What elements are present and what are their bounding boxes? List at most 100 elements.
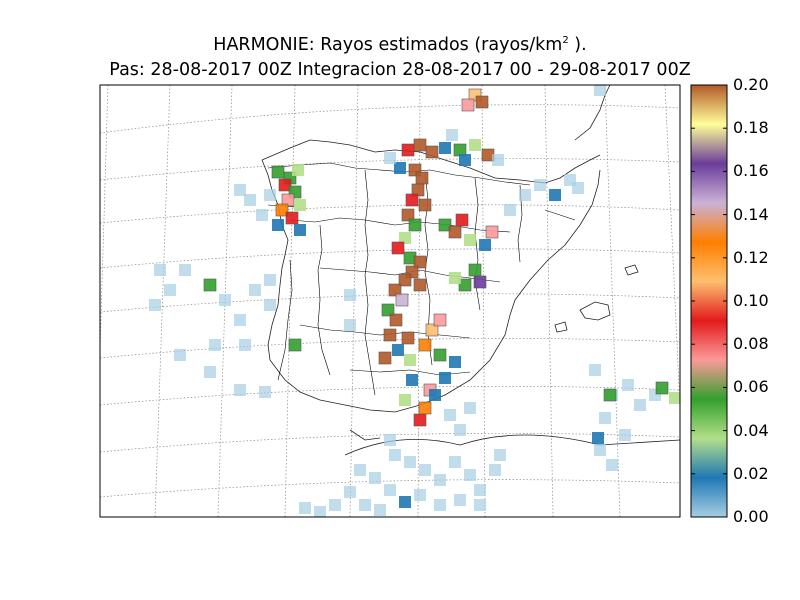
lightning-cell [464,469,476,481]
lightning-cell [418,338,432,352]
lightning-cell [461,98,475,112]
lightning-cell [404,456,416,468]
colorbar-tick-marks [691,84,727,518]
map-area [100,85,680,517]
lightning-cell [589,364,601,376]
map-title-line-1: HARMONIE: Rayos estimados (rayos/km2 ). [0,35,800,55]
lightning-cell [492,154,504,166]
lightning-cell [404,354,416,366]
colorbar-tick-label: 0.20 [733,75,769,94]
lightning-cell [433,313,447,327]
map-title-line-2: Pas: 28-08-2017 00Z Integracion 28-08-20… [109,60,691,80]
lightning-cell [619,429,631,441]
lightning-cell [398,273,412,287]
lightning-cell [454,424,466,436]
coastlines [261,85,680,456]
lightning-cell [444,409,456,421]
lightning-cell [354,464,366,476]
lightning-cell [401,143,415,157]
lightning-cell [344,289,356,301]
lightning-cell [469,139,481,151]
colorbar-tick-label: 0.16 [733,161,769,181]
lightning-cell [413,413,427,427]
lightning-cell [425,323,439,337]
lightning-cell [234,384,246,396]
lightning-cell [359,499,371,511]
lightning-cell [449,272,461,284]
lightning-cell [392,344,404,356]
lightning-cell [249,284,261,296]
lightning-cell [219,294,231,306]
lightning-cell [418,198,432,212]
lightning-cell [464,234,476,246]
colorbar-tick-label: 0.04 [733,420,769,440]
lightning-cell [389,449,401,461]
lightning-cell [473,275,487,289]
lightning-cell [271,165,285,179]
lightning-cell [655,381,669,395]
lightning-cell [244,194,256,206]
lightning-cell [149,299,161,311]
lightning-cell [388,283,402,297]
lightning-cell [622,379,634,391]
colorbar-tick-label: 0.06 [733,377,769,397]
lightning-cell [439,142,451,154]
lightning-cell [572,182,584,194]
lightning-cell [384,484,396,496]
lightning-cell [401,208,415,222]
lightning-cell [383,328,397,342]
lightning-cell [174,349,186,361]
colorbar-tick-label: 0.08 [733,334,769,354]
lightning-cell [594,85,606,96]
lightning-density-cells [149,85,680,517]
lightning-cell [454,494,466,506]
lightning-cell [285,211,299,225]
lightning-cell [433,348,447,362]
lightning-cell [384,152,396,164]
colorbar-tick-label: 0.10 [733,291,769,310]
lightning-cell [395,293,409,307]
lightning-cell [519,189,531,201]
lightning-cell [399,496,411,508]
lightning-cell [408,218,422,232]
lightning-cell [634,399,646,411]
lightning-cell [549,189,561,201]
lightning-cell [494,449,506,461]
lightning-cell [446,129,458,141]
lightning-cell [485,225,499,239]
lightning-cell [474,499,486,511]
title-superscript: 2 [562,35,569,47]
lightning-cell [669,392,680,404]
colorbar-tick-label: 0.02 [733,463,769,483]
map-frame [99,84,681,518]
colorbar-tick-label: 0.12 [733,247,769,267]
lightning-cell [275,203,289,217]
lightning-cell [264,274,276,286]
lightning-cell [329,499,341,511]
lightning-cell [384,434,396,446]
lightning-cell [256,209,268,221]
lightning-cell [449,356,461,368]
lightning-cell [278,178,292,192]
lightning-cell [239,339,251,351]
lightning-cell [344,319,356,331]
lightning-cell [259,386,271,398]
lightning-cell [434,474,446,486]
lightning-cell [434,499,446,511]
lightning-cell [389,313,403,327]
lightning-cell [429,389,441,401]
lightning-cell [449,456,461,468]
lightning-cell [209,339,221,351]
lightning-cell [534,179,546,191]
lightning-cell [468,263,482,277]
colorbar-tick-label: 0.14 [733,204,769,224]
lightning-cell [599,412,611,424]
lightning-cell [164,284,176,296]
lightning-cell [458,278,472,292]
lightning-cell [475,95,489,109]
lightning-cell [438,218,452,232]
lightning-cell [425,145,439,159]
lightning-cell [399,232,411,244]
lightning-cell [399,394,411,406]
